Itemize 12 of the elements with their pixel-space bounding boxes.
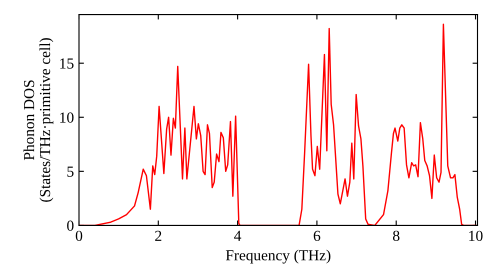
y-tick-label: 15 bbox=[60, 58, 74, 69]
y-tick-label: 10 bbox=[60, 112, 74, 123]
x-tick-label: 0 bbox=[76, 230, 82, 242]
x-axis-title: Frequency (THz) bbox=[226, 250, 330, 264]
x-tick-label: 6 bbox=[314, 230, 320, 242]
x-tick-label: 10 bbox=[469, 230, 483, 242]
y-axis-title: Phonon DOS (States/THz·primitive cell) bbox=[23, 38, 54, 202]
y-tick-label: 5 bbox=[67, 166, 74, 177]
x-tick-label: 4 bbox=[234, 230, 242, 241]
x-tick-label: 8 bbox=[392, 230, 400, 242]
y-tick-label: 0 bbox=[67, 220, 74, 231]
x-tick-label: 2 bbox=[155, 230, 162, 241]
